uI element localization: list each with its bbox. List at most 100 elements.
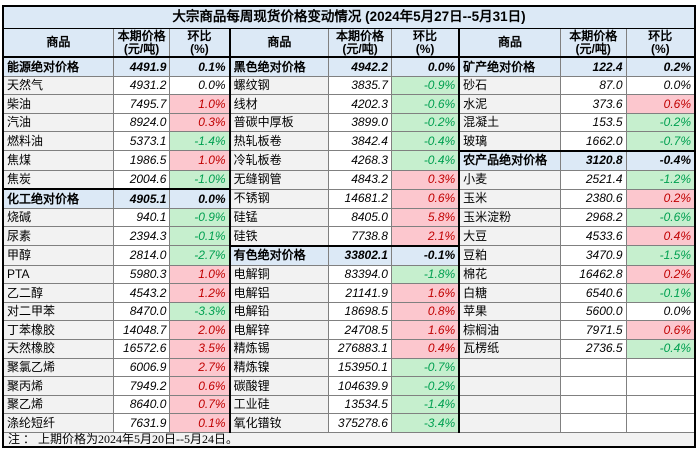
current-price-cell: 4843.2	[328, 169, 392, 190]
current-price-cell: 3470.9	[559, 245, 627, 266]
current-price-cell: 1986.5	[112, 150, 171, 171]
pct-change-cell: 0.6%	[625, 320, 696, 340]
commodity-name-cell: 焦煤	[2, 150, 114, 171]
table-row: 尿素 2394.3 -0.1% 硅铁 7738.8 2.1% 大豆 4533.6 0.4%	[2, 226, 696, 247]
current-price-cell: 5373.1	[112, 131, 171, 152]
commodity-name-cell: 烧碱	[2, 207, 114, 228]
pct-change-cell: 0.8%	[390, 301, 460, 322]
current-price-cell: 6540.6	[559, 283, 627, 303]
header-price-3: 本期价格 (元/吨)	[559, 28, 627, 58]
current-price-cell: 2004.6	[112, 169, 171, 190]
commodity-name-cell: PTA	[2, 264, 114, 285]
commodity-name-cell: 天然橡胶	[2, 338, 114, 359]
current-price-cell: 14048.7	[112, 320, 171, 340]
pct-change-cell: 0.4%	[625, 226, 696, 247]
current-price-cell: 5600.0	[559, 301, 627, 322]
header-pct-3: 环比 (%)	[625, 28, 696, 58]
table-row: 焦炭 2004.6 -1.0% 无缝钢管 4843.2 0.3% 小麦 2521.4 -1.2%	[2, 169, 696, 190]
current-price-cell: 4931.2	[112, 75, 171, 96]
pct-change-cell: -3.4%	[390, 413, 460, 433]
pct-change-cell: 1.0%	[169, 264, 231, 285]
current-price-cell: 3835.7	[328, 75, 392, 96]
current-price-cell: 7949.2	[112, 376, 171, 396]
current-price-cell: 7971.5	[559, 320, 627, 340]
current-price-cell	[559, 376, 627, 396]
pct-change-cell	[625, 394, 696, 415]
current-price-cell: 122.4	[559, 55, 627, 77]
commodity-name-cell	[458, 394, 561, 415]
header-commodity-3: 商品	[458, 28, 561, 58]
current-price-cell	[559, 413, 627, 433]
commodity-name-cell: 玻璃	[458, 131, 561, 152]
pct-change-cell: 1.0%	[169, 150, 231, 171]
commodity-name-cell: 化工绝对价格	[2, 188, 114, 209]
commodity-name-cell: 电解铜	[228, 264, 330, 285]
header-pct-1: 环比 (%)	[169, 28, 231, 58]
current-price-cell: 1662.0	[559, 131, 627, 152]
current-price-cell: 24708.5	[328, 320, 392, 340]
pct-change-cell: -0.7%	[625, 131, 696, 152]
pct-change-cell	[625, 376, 696, 396]
header-pct-2: 环比 (%)	[390, 28, 460, 58]
footnote-row: 注 ： 上期价格为2024年5月20日--5月24日。	[2, 431, 696, 448]
commodity-name-cell: 黑色绝对价格	[228, 55, 330, 77]
current-price-cell: 2736.5	[559, 338, 627, 359]
pct-change-cell: 0.0%	[169, 188, 231, 209]
pct-change-cell: 0.2%	[625, 55, 696, 77]
commodity-name-cell: 不锈钢	[228, 188, 330, 209]
pct-change-cell: 0.0%	[625, 75, 696, 96]
current-price-cell: 104639.9	[328, 376, 392, 396]
current-price-cell: 373.6	[559, 94, 627, 114]
current-price-cell: 18698.5	[328, 301, 392, 322]
current-price-cell: 4533.6	[559, 226, 627, 247]
current-price-cell: 14681.2	[328, 188, 392, 209]
current-price-cell: 16572.6	[112, 338, 171, 359]
commodity-name-cell: 线材	[228, 94, 330, 114]
commodity-name-cell: 硅锰	[228, 207, 330, 228]
current-price-cell: 375278.6	[328, 413, 392, 433]
commodity-name-cell: 电解铝	[228, 283, 330, 303]
commodity-name-cell: 苹果	[458, 301, 561, 322]
pct-change-cell: -0.2%	[625, 112, 696, 133]
current-price-cell: 5980.3	[112, 264, 171, 285]
table-row: 燃料油 5373.1 -1.4% 热轧板卷 3842.4 -0.4% 玻璃 1662.0 -0.…	[2, 131, 696, 152]
current-price-cell: 2521.4	[559, 169, 627, 190]
pct-change-cell: 0.6%	[625, 94, 696, 114]
commodity-name-cell: 硅铁	[228, 226, 330, 247]
pct-change-cell: -3.3%	[169, 301, 231, 322]
pct-change-cell: 0.3%	[390, 169, 460, 190]
commodity-name-cell: 电解锌	[228, 320, 330, 340]
current-price-cell: 2394.3	[112, 226, 171, 247]
commodity-name-cell	[458, 413, 561, 433]
current-price-cell: 8640.0	[112, 394, 171, 415]
pct-change-cell: 0.2%	[625, 188, 696, 209]
pct-change-cell: -0.7%	[390, 357, 460, 378]
table-row: 聚乙烯 8640.0 0.7% 工业硅 13534.5 -1.4%	[2, 394, 696, 415]
current-price-cell: 87.0	[559, 75, 627, 96]
current-price-cell: 8924.0	[112, 112, 171, 133]
commodity-name-cell: 尿素	[2, 226, 114, 247]
pct-change-cell: 1.0%	[169, 94, 231, 114]
pct-change-cell: -0.9%	[390, 75, 460, 96]
current-price-cell: 16462.8	[559, 264, 627, 285]
pct-change-cell: 3.5%	[169, 338, 231, 359]
commodity-name-cell: 柴油	[2, 94, 114, 114]
pct-change-cell	[625, 413, 696, 433]
pct-change-cell: -1.4%	[169, 131, 231, 152]
header-price-2: 本期价格 (元/吨)	[328, 28, 392, 58]
current-price-cell	[559, 357, 627, 378]
commodity-name-cell: 乙二醇	[2, 283, 114, 303]
current-price-cell: 83394.0	[328, 264, 392, 285]
current-price-cell: 940.1	[112, 207, 171, 228]
commodity-name-cell: 小麦	[458, 169, 561, 190]
current-price-cell: 4543.2	[112, 283, 171, 303]
pct-change-cell: 0.7%	[169, 394, 231, 415]
commodity-name-cell: 丁苯橡胶	[2, 320, 114, 340]
pct-change-cell: -0.4%	[625, 149, 696, 171]
commodity-name-cell: 大豆	[458, 226, 561, 247]
pct-change-cell: 1.6%	[390, 320, 460, 340]
current-price-cell: 3899.0	[328, 112, 392, 133]
pct-change-cell: -0.1%	[625, 283, 696, 303]
pct-change-cell: -1.4%	[390, 394, 460, 415]
commodity-name-cell: 精炼锡	[228, 338, 330, 359]
